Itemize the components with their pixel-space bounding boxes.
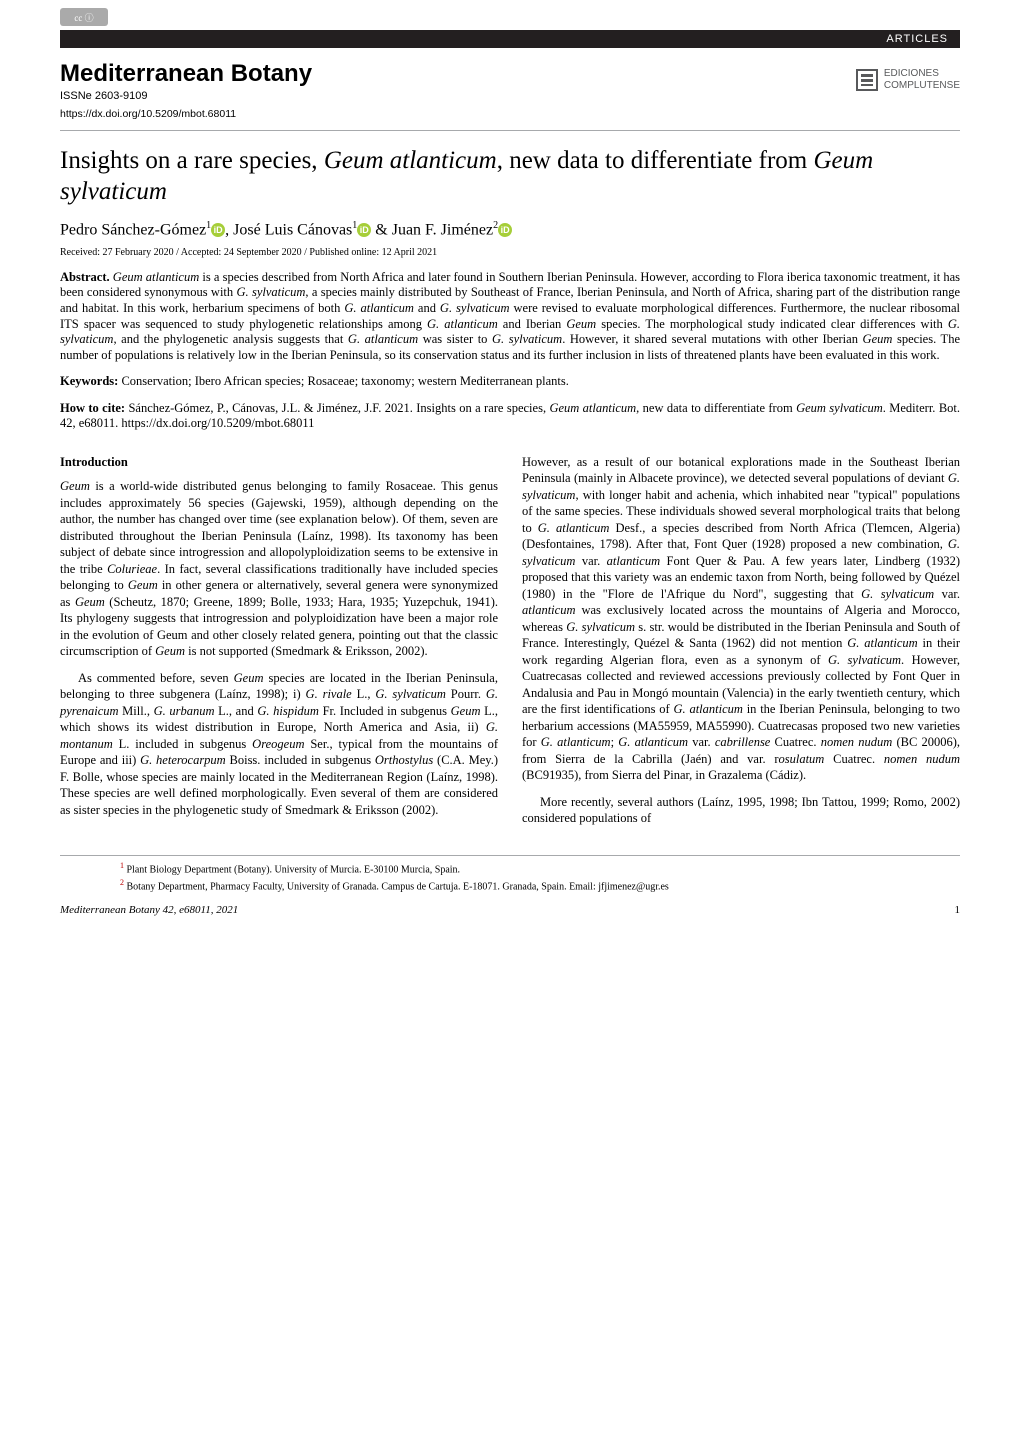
keywords-label: Keywords: [60,374,118,388]
issn-text: ISSNe 2603-9109 [60,90,312,102]
paragraph: More recently, several authors (Laínz, 1… [522,794,960,827]
authors-line: Pedro Sánchez-Gómez1iD, José Luis Cánova… [0,214,1020,247]
journal-header-row: Mediterranean Botany ISSNe 2603-9109 EDI… [0,48,1020,108]
footnotes-block: 1 Plant Biology Department (Botany). Uni… [60,855,960,899]
publisher-icon [856,69,878,91]
keywords-block: Keywords: Conservation; Ibero African sp… [0,374,1020,401]
orcid-icon: iD [498,223,512,237]
footer-journal-line: Mediterranean Botany 42, e68011, 2021 [60,904,238,916]
paragraph: Geum is a world-wide distributed genus b… [60,478,498,660]
publication-dates: Received: 27 February 2020 / Accepted: 2… [0,247,1020,270]
journal-block: Mediterranean Botany ISSNe 2603-9109 [60,60,312,102]
abstract-label: Abstract. [60,270,110,284]
publisher-block: EDICIONES COMPLUTENSE [856,68,960,92]
section-heading-introduction: Introduction [60,454,498,471]
abstract-block: Abstract. Geum atlanticum is a species d… [0,270,1020,374]
doi-link[interactable]: https://dx.doi.org/10.5209/mbot.68011 [0,108,1020,130]
article-title: Insights on a rare species, Geum atlanti… [0,131,1020,214]
howtocite-label: How to cite: [60,401,125,415]
license-row: cc ⓘ [0,0,1020,30]
abstract-text: Geum atlanticum is a species described f… [60,270,960,362]
cc-license-icon: cc ⓘ [60,8,108,26]
page-number: 1 [955,904,961,916]
orcid-icon: iD [357,223,371,237]
howtocite-block: How to cite: Sánchez-Gómez, P., Cánovas,… [0,401,1020,446]
keywords-text: Conservation; Ibero African species; Ros… [121,374,568,388]
howtocite-text: Sánchez-Gómez, P., Cánovas, J.L. & Jimén… [60,401,960,431]
column-left: Introduction Geum is a world-wide distri… [60,454,498,837]
orcid-icon: iD [211,223,225,237]
publisher-line1: EDICIONES [884,68,960,80]
column-right: However, as a result of our botanical ex… [522,454,960,837]
publisher-line2: COMPLUTENSE [884,80,960,92]
body-columns: Introduction Geum is a world-wide distri… [0,446,1020,847]
publisher-text: EDICIONES COMPLUTENSE [884,68,960,92]
footnote-1: 1 Plant Biology Department (Botany). Uni… [120,860,900,877]
footnote-2: 2 Botany Department, Pharmacy Faculty, U… [120,877,900,894]
paragraph: As commented before, seven Geum species … [60,670,498,819]
page-footer: Mediterranean Botany 42, e68011, 2021 1 [0,898,1020,934]
journal-title: Mediterranean Botany [60,60,312,88]
paragraph: However, as a result of our botanical ex… [522,454,960,784]
articles-section-label: ARTICLES [60,30,960,48]
